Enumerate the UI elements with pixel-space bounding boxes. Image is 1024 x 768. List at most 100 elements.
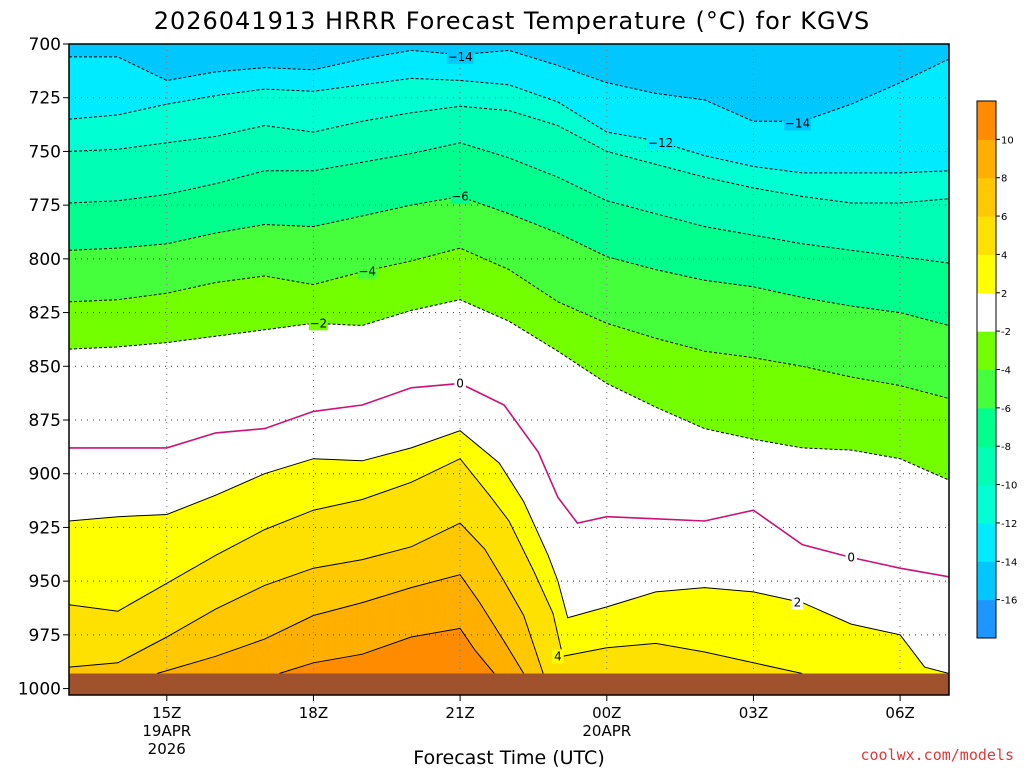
temperature-band-cell xyxy=(311,616,314,664)
temperature-band-cell xyxy=(258,68,261,91)
temperature-band-cell xyxy=(361,121,365,163)
temperature-band-cell xyxy=(735,232,739,286)
temperature-band-cell xyxy=(289,576,292,628)
temperature-band-cell xyxy=(896,458,899,569)
temperature-band-cell xyxy=(720,107,723,160)
temperature-band-cell xyxy=(108,44,112,58)
temperature-band-cell xyxy=(269,224,272,278)
temperature-band-cell xyxy=(293,418,297,466)
temperature-band-cell xyxy=(643,334,646,403)
temperature-band-cell xyxy=(196,661,200,675)
temperature-band-cell xyxy=(806,545,809,606)
temperature-band-cell xyxy=(161,105,165,144)
temperature-band-cell xyxy=(251,429,255,480)
temperature-band-cell xyxy=(696,425,699,522)
temperature-band-cell xyxy=(482,204,486,260)
temperature-band-cell xyxy=(280,468,283,524)
temperature-band-cell xyxy=(660,339,664,411)
temperature-band-cell xyxy=(702,155,706,178)
temperature-band-cell xyxy=(201,500,204,564)
temperature-band-cell xyxy=(396,451,400,488)
temperature-band-cell xyxy=(940,575,943,673)
temperature-band-cell xyxy=(627,135,631,158)
temperature-band-cell xyxy=(766,594,770,667)
temperature-band-cell xyxy=(132,447,136,517)
temperature-band-cell xyxy=(104,149,107,202)
temperature-band-cell xyxy=(577,136,580,188)
temperature-band-cell xyxy=(603,517,607,609)
temperature-band-cell xyxy=(172,633,176,670)
temperature-band-cell xyxy=(212,610,215,658)
temperature-band-cell xyxy=(478,392,481,448)
temperature-band-cell xyxy=(341,324,345,409)
temperature-band-cell xyxy=(154,244,158,296)
temperature-band-cell xyxy=(621,155,624,206)
temperature-band-cell xyxy=(491,152,495,209)
temperature-band-cell xyxy=(803,297,807,368)
temperature-band-cell xyxy=(535,577,539,655)
temperature-band-cell xyxy=(691,174,695,225)
temperature-band-cell xyxy=(775,443,778,527)
temperature-band-cell xyxy=(682,589,686,649)
temperature-band-cell xyxy=(148,295,151,345)
temperature-band-cell xyxy=(172,511,176,581)
temperature-band-cell xyxy=(735,513,739,591)
temperature-band-cell xyxy=(108,201,112,250)
temperature-band-cell xyxy=(335,459,338,506)
temperature-band-cell xyxy=(885,631,888,695)
temperature-band-cell xyxy=(682,44,686,98)
temperature-band-cell xyxy=(361,271,365,326)
temperature-band-cell xyxy=(555,493,558,578)
temperature-band-cell xyxy=(168,635,171,671)
temperature-band-cell xyxy=(808,605,811,695)
temperature-band-cell xyxy=(647,91,651,141)
temperature-band-cell xyxy=(425,474,429,540)
temperature-band-cell xyxy=(704,280,708,353)
temperature-band-cell xyxy=(498,633,501,695)
temperature-band-cell xyxy=(792,195,796,243)
temperature-band-cell xyxy=(148,44,151,73)
temperature-band-cell xyxy=(674,343,677,417)
temperature-band-cell xyxy=(511,51,514,87)
temperature-band-cell xyxy=(476,53,479,83)
temperature-band-cell xyxy=(533,286,536,338)
temperature-band-cell xyxy=(143,648,147,675)
temperature-band-cell xyxy=(172,445,176,513)
temperature-band-cell xyxy=(73,447,77,522)
temperature-band-cell xyxy=(625,393,629,519)
temperature-band-cell xyxy=(495,154,499,211)
temperature-band-cell xyxy=(429,582,433,635)
temperature-band-cell xyxy=(473,254,477,307)
temperature-band-cell xyxy=(385,266,389,319)
temperature-band-cell xyxy=(647,139,651,164)
temperature-band-cell xyxy=(726,110,730,162)
temperature-band-cell xyxy=(432,201,435,256)
temperature-band-cell xyxy=(592,650,596,695)
temperature-band-cell xyxy=(885,456,888,566)
temperature-band-cell xyxy=(889,172,893,204)
temperature-band-cell xyxy=(755,166,759,190)
temperature-band-cell xyxy=(737,284,741,357)
temperature-band-cell xyxy=(295,44,299,70)
temperature-band-cell xyxy=(377,212,380,269)
temperature-band-cell xyxy=(599,320,602,380)
temperature-band-cell xyxy=(451,462,455,528)
temperature-band-cell xyxy=(744,164,748,187)
temperature-band-cell xyxy=(484,108,488,152)
temperature-band-cell xyxy=(504,407,508,474)
temperature-band-cell xyxy=(214,282,217,337)
temperature-band-cell xyxy=(513,273,517,326)
temperature-band-cell xyxy=(192,439,195,505)
temperature-band-cell xyxy=(196,338,200,440)
temperature-band-cell xyxy=(108,115,112,151)
temperature-band-cell xyxy=(130,345,134,449)
temperature-band-cell xyxy=(264,67,268,90)
temperature-band-cell xyxy=(370,401,374,459)
temperature-band-cell xyxy=(718,588,721,656)
temperature-band-cell xyxy=(878,563,882,631)
temperature-band-cell xyxy=(214,72,217,97)
temperature-band-cell xyxy=(394,80,398,117)
temperature-band-cell xyxy=(183,140,187,192)
temperature-band-cell xyxy=(825,449,829,552)
